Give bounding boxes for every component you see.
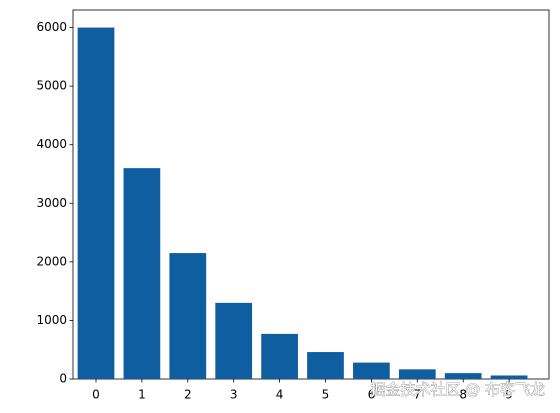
bar — [215, 302, 253, 379]
y-tick-label: 4000 — [36, 137, 67, 151]
bar — [169, 253, 207, 379]
bar — [77, 27, 115, 379]
y-tick-label: 0 — [59, 372, 67, 386]
y-tick-label: 2000 — [36, 254, 67, 268]
bar — [444, 373, 482, 379]
bar — [261, 333, 298, 379]
y-tick-label: 5000 — [36, 79, 67, 93]
x-tick-label: 1 — [138, 388, 146, 402]
x-tick-label: 9 — [505, 388, 513, 402]
x-tick-label: 0 — [92, 388, 100, 402]
bar — [398, 369, 436, 379]
x-tick-label: 3 — [230, 388, 238, 402]
y-tick-label: 6000 — [36, 20, 67, 34]
bar — [307, 352, 344, 379]
x-tick-label: 8 — [459, 388, 467, 402]
bar — [353, 362, 390, 379]
x-tick-label: 7 — [413, 388, 421, 402]
x-tick-label: 2 — [184, 388, 192, 402]
y-tick-label: 1000 — [36, 313, 67, 327]
bar — [123, 168, 161, 379]
x-tick-label: 5 — [322, 388, 330, 402]
y-tick-label: 3000 — [36, 196, 67, 210]
x-tick-label: 4 — [276, 388, 284, 402]
bar — [490, 375, 528, 379]
x-tick-label: 6 — [368, 388, 376, 402]
watermark: 掘金技术社区 @ 布客飞龙 — [370, 381, 545, 399]
